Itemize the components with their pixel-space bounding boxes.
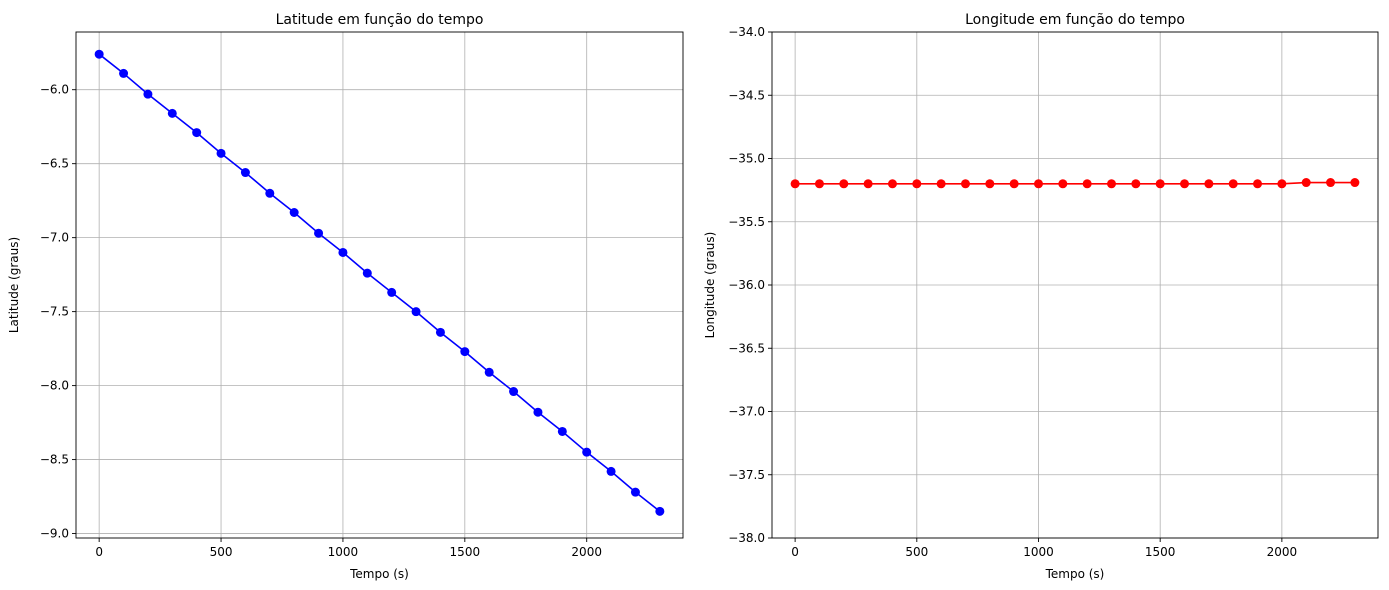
y-axis-label: Longitude (graus) [703,232,717,339]
data-point [1180,179,1190,189]
data-point [1204,179,1214,189]
y-tick-label: −6.5 [40,157,69,171]
data-point [1326,178,1336,188]
data-point [484,367,494,377]
data-point [338,247,348,257]
data-point [94,49,104,59]
data-point [1350,178,1360,188]
data-point [960,179,970,189]
data-point [1155,179,1165,189]
data-point [314,228,324,238]
data-point [216,148,226,158]
data-point [1033,179,1043,189]
data-point [936,179,946,189]
data-point [582,447,592,457]
x-tick-label: 1000 [1023,545,1054,559]
y-axis-label: Latitude (graus) [7,237,21,333]
x-tick-label: 1000 [328,545,359,559]
data-point [912,179,922,189]
y-tick-label: −36.0 [728,278,765,292]
data-point [790,179,800,189]
data-point [167,108,177,118]
x-axis-label: Tempo (s) [1045,567,1105,581]
data-point [630,487,640,497]
x-tick-label: 2000 [1267,545,1298,559]
y-tick-label: −6.0 [40,83,69,97]
data-point [387,287,397,297]
x-tick-label: 1500 [450,545,481,559]
y-tick-label: −9.0 [40,527,69,541]
x-tick-label: 500 [210,545,233,559]
data-point [265,188,275,198]
data-point [839,179,849,189]
y-tick-label: −38.0 [728,531,765,545]
data-point [887,179,897,189]
data-point [1058,179,1068,189]
data-point [289,208,299,218]
y-tick-label: −37.0 [728,405,765,419]
chart-title: Latitude em função do tempo [276,12,484,28]
series-line [98,53,661,512]
x-tick-label: 1500 [1145,545,1176,559]
data-point [557,426,567,436]
data-point [1131,179,1141,189]
data-point [533,407,543,417]
chart-panel-1: 0 500 1000 1500 2000 −6.0 −6.5 −7.0 −7.5 −8.0 −8.5… [7,12,684,581]
data-point [655,506,665,516]
data-point [1009,179,1019,189]
y-tick-label: −8.5 [40,453,69,467]
data-point [1082,179,1092,189]
x-tick-label: 0 [95,545,103,559]
data-point [1301,178,1311,188]
x-tick-label: 500 [905,545,928,559]
data-point [435,327,445,337]
axes-frame [75,31,684,539]
y-tick-label: −8.0 [40,379,69,393]
y-tick-label: −35.0 [728,152,765,166]
y-tick-label: −34.0 [728,25,765,39]
x-axis-label: Tempo (s) [349,567,409,581]
data-point [240,168,250,178]
data-point [863,179,873,189]
data-point [509,387,519,397]
y-tick-label: −37.5 [728,468,765,482]
data-point [1277,179,1287,189]
data-point [143,89,153,99]
x-tick-label: 2000 [571,545,602,559]
y-tick-label: −34.5 [728,88,765,102]
data-point [606,466,616,476]
data-point [1107,179,1117,189]
data-point [362,268,372,278]
y-tick-label: −7.0 [40,231,69,245]
chart-panel-2: 0 500 1000 1500 2000 −34.0 −34.5 −35.0 −35.5 −36.… [703,12,1379,581]
y-tick-label: −35.5 [728,215,765,229]
y-tick-label: −7.5 [40,305,69,319]
data-point [1253,179,1263,189]
y-tick-label: −36.5 [728,341,765,355]
data-point [119,68,129,78]
data-point [1228,179,1238,189]
data-point [411,307,421,317]
chart-title: Longitude em função do tempo [965,12,1185,28]
data-point [985,179,995,189]
data-point [814,179,824,189]
data-point [192,128,202,138]
data-point [460,347,470,357]
x-tick-label: 0 [791,545,799,559]
